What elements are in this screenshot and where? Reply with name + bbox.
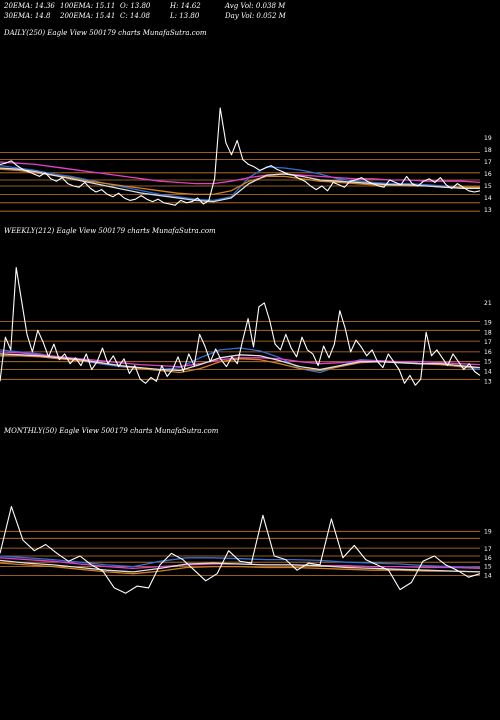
header-100ema: 100EMA: 15.11 (60, 2, 116, 10)
monthly-price-line (0, 505, 481, 594)
weekly-y-tick-3: 17 (484, 339, 492, 346)
header-day-vol: Day Vol: 0.052 M (225, 12, 286, 20)
daily-y-tick-2: 17 (484, 159, 492, 166)
header-30ema: 30EMA: 14.8 (4, 12, 51, 20)
weekly-price-line (0, 267, 481, 386)
daily-ema-line-1 (0, 161, 481, 185)
daily-ema-line-0 (0, 164, 481, 202)
header-high: H: 14.62 (170, 2, 201, 10)
monthly-ema-line-2 (0, 562, 481, 575)
header-avg-vol: Avg Vol: 0.038 M (225, 2, 286, 10)
monthly-panel-label: MONTHLY(50) Eagle View 500179 charts Mun… (4, 427, 219, 435)
weekly-y-tick-0: 21 (484, 300, 492, 307)
daily-y-tick-4: 15 (484, 183, 492, 190)
header-low: L: 13.80 (170, 12, 200, 20)
weekly-panel-label: WEEKLY(212) Eagle View 500179 charts Mun… (4, 227, 216, 235)
daily-y-tick-0: 19 (484, 135, 492, 142)
monthly-ema-line-0 (0, 555, 481, 569)
weekly-ema-line-1 (0, 351, 481, 368)
monthly-y-tick-3: 15 (484, 564, 492, 571)
daily-panel-label: DAILY(250) Eagle View 500179 charts Muna… (4, 29, 207, 37)
header-close: C: 14.08 (120, 12, 150, 20)
monthly-y-tick-4: 14 (484, 573, 492, 580)
weekly-y-tick-4: 16 (484, 349, 492, 356)
daily-y-tick-1: 18 (484, 147, 492, 154)
daily-y-tick-6: 13 (484, 207, 492, 214)
weekly-y-tick-6: 14 (484, 369, 492, 376)
monthly-y-tick-0: 19 (484, 528, 492, 535)
daily-y-tick-3: 16 (484, 171, 492, 178)
daily-price-line (0, 107, 481, 206)
header-20ema: 20EMA: 14.36 (4, 2, 55, 10)
daily-y-tick-5: 14 (484, 195, 492, 202)
weekly-y-tick-5: 15 (484, 359, 492, 366)
weekly-ema-line-3 (0, 353, 481, 372)
header-open: O: 13.80 (120, 2, 151, 10)
monthly-y-tick-1: 17 (484, 546, 492, 553)
header-200ema: 200EMA: 15.41 (60, 12, 116, 20)
weekly-y-tick-2: 18 (484, 329, 492, 336)
weekly-y-tick-7: 13 (484, 378, 492, 385)
monthly-y-tick-2: 16 (484, 555, 492, 562)
weekly-y-tick-1: 19 (484, 320, 492, 327)
monthly-ema-line-3 (0, 559, 481, 573)
